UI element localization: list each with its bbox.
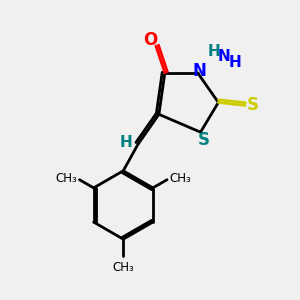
Text: CH₃: CH₃ — [55, 172, 77, 185]
Text: CH₃: CH₃ — [112, 261, 134, 274]
Text: CH₃: CH₃ — [169, 172, 191, 185]
Text: O: O — [143, 31, 157, 49]
Text: H: H — [208, 44, 220, 59]
Text: S: S — [197, 130, 209, 148]
Text: N: N — [218, 49, 231, 64]
Text: H: H — [120, 135, 133, 150]
Text: N: N — [192, 62, 206, 80]
Text: H: H — [228, 55, 241, 70]
Text: S: S — [247, 96, 259, 114]
